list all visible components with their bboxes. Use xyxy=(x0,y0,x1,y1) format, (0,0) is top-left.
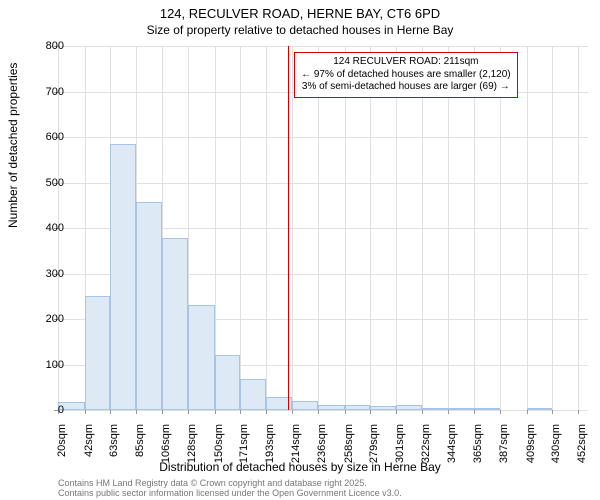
x-tick-label: 279sqm xyxy=(368,424,380,484)
x-tick-label: 387sqm xyxy=(498,424,510,484)
gridline-v xyxy=(474,46,475,410)
histogram-bar xyxy=(370,406,397,410)
marker-line xyxy=(288,46,289,410)
x-tick-label: 128sqm xyxy=(186,424,198,484)
title-line1: 124, RECULVER ROAD, HERNE BAY, CT6 6PD xyxy=(0,6,600,21)
x-tick-label: 430sqm xyxy=(550,424,562,484)
gridline-v xyxy=(370,46,371,410)
x-tick-label: 409sqm xyxy=(525,424,537,484)
gridline-v xyxy=(500,46,501,410)
x-tick-label: 322sqm xyxy=(420,424,432,484)
y-tick-label: 0 xyxy=(24,404,64,416)
y-tick-label: 200 xyxy=(24,313,64,325)
x-tick-label: 171sqm xyxy=(238,424,250,484)
y-tick-label: 400 xyxy=(24,222,64,234)
y-axis-title: Number of detached properties xyxy=(6,63,20,228)
gridline-v xyxy=(318,46,319,410)
gridline-h xyxy=(58,410,588,411)
gridline-v xyxy=(345,46,346,410)
x-tick-label: 258sqm xyxy=(343,424,355,484)
callout-line: 3% of semi-detached houses are larger (6… xyxy=(301,81,511,94)
histogram-bar xyxy=(292,401,319,410)
gridline-h xyxy=(58,183,588,184)
x-tick-label: 20sqm xyxy=(56,424,68,484)
x-tick-label: 214sqm xyxy=(290,424,302,484)
plot: 124 RECULVER ROAD: 211sqm← 97% of detach… xyxy=(58,46,588,410)
x-tick-label: 301sqm xyxy=(394,424,406,484)
title-block: 124, RECULVER ROAD, HERNE BAY, CT6 6PD S… xyxy=(0,0,600,37)
gridline-v xyxy=(422,46,423,410)
x-tick-label: 193sqm xyxy=(264,424,276,484)
histogram-bar xyxy=(188,305,215,410)
histogram-bar xyxy=(110,144,137,410)
gridline-h xyxy=(58,137,588,138)
gridline-v xyxy=(240,46,241,410)
x-tick-label: 365sqm xyxy=(472,424,484,484)
gridline-v xyxy=(527,46,528,410)
gridline-v xyxy=(448,46,449,410)
callout-box: 124 RECULVER ROAD: 211sqm← 97% of detach… xyxy=(294,52,518,98)
gridline-v xyxy=(578,46,579,410)
histogram-bar xyxy=(136,202,161,410)
histogram-bar xyxy=(527,408,552,410)
histogram-bar xyxy=(474,408,501,410)
x-tick-label: 452sqm xyxy=(576,424,588,484)
histogram-bar xyxy=(422,408,449,410)
callout-line: 124 RECULVER ROAD: 211sqm xyxy=(301,56,511,69)
histogram-bar xyxy=(85,296,110,410)
histogram-bar xyxy=(345,405,370,410)
gridline-h xyxy=(58,46,588,47)
gridline-v xyxy=(292,46,293,410)
y-tick-label: 300 xyxy=(24,268,64,280)
gridline-v xyxy=(266,46,267,410)
gridline-v xyxy=(396,46,397,410)
gridline-v xyxy=(552,46,553,410)
footer-line2: Contains public sector information licen… xyxy=(58,488,402,498)
y-tick-label: 800 xyxy=(24,40,64,52)
x-tick-label: 344sqm xyxy=(446,424,458,484)
x-tick-label: 236sqm xyxy=(316,424,328,484)
x-tick-label: 63sqm xyxy=(108,424,120,484)
histogram-bar xyxy=(215,355,240,410)
y-tick-label: 500 xyxy=(24,177,64,189)
histogram-bar xyxy=(162,238,189,410)
callout-line: ← 97% of detached houses are smaller (2,… xyxy=(301,69,511,82)
title-line2: Size of property relative to detached ho… xyxy=(0,23,600,37)
histogram-bar xyxy=(318,405,345,410)
y-tick-label: 100 xyxy=(24,359,64,371)
x-tick-label: 42sqm xyxy=(83,424,95,484)
chart-area: 124 RECULVER ROAD: 211sqm← 97% of detach… xyxy=(58,46,588,410)
histogram-bar xyxy=(448,408,473,410)
y-tick-label: 600 xyxy=(24,131,64,143)
histogram-bar xyxy=(396,405,421,410)
y-tick-label: 700 xyxy=(24,86,64,98)
x-tick-label: 150sqm xyxy=(213,424,225,484)
histogram-bar xyxy=(240,379,267,410)
x-tick-label: 106sqm xyxy=(160,424,172,484)
x-tick-label: 85sqm xyxy=(134,424,146,484)
